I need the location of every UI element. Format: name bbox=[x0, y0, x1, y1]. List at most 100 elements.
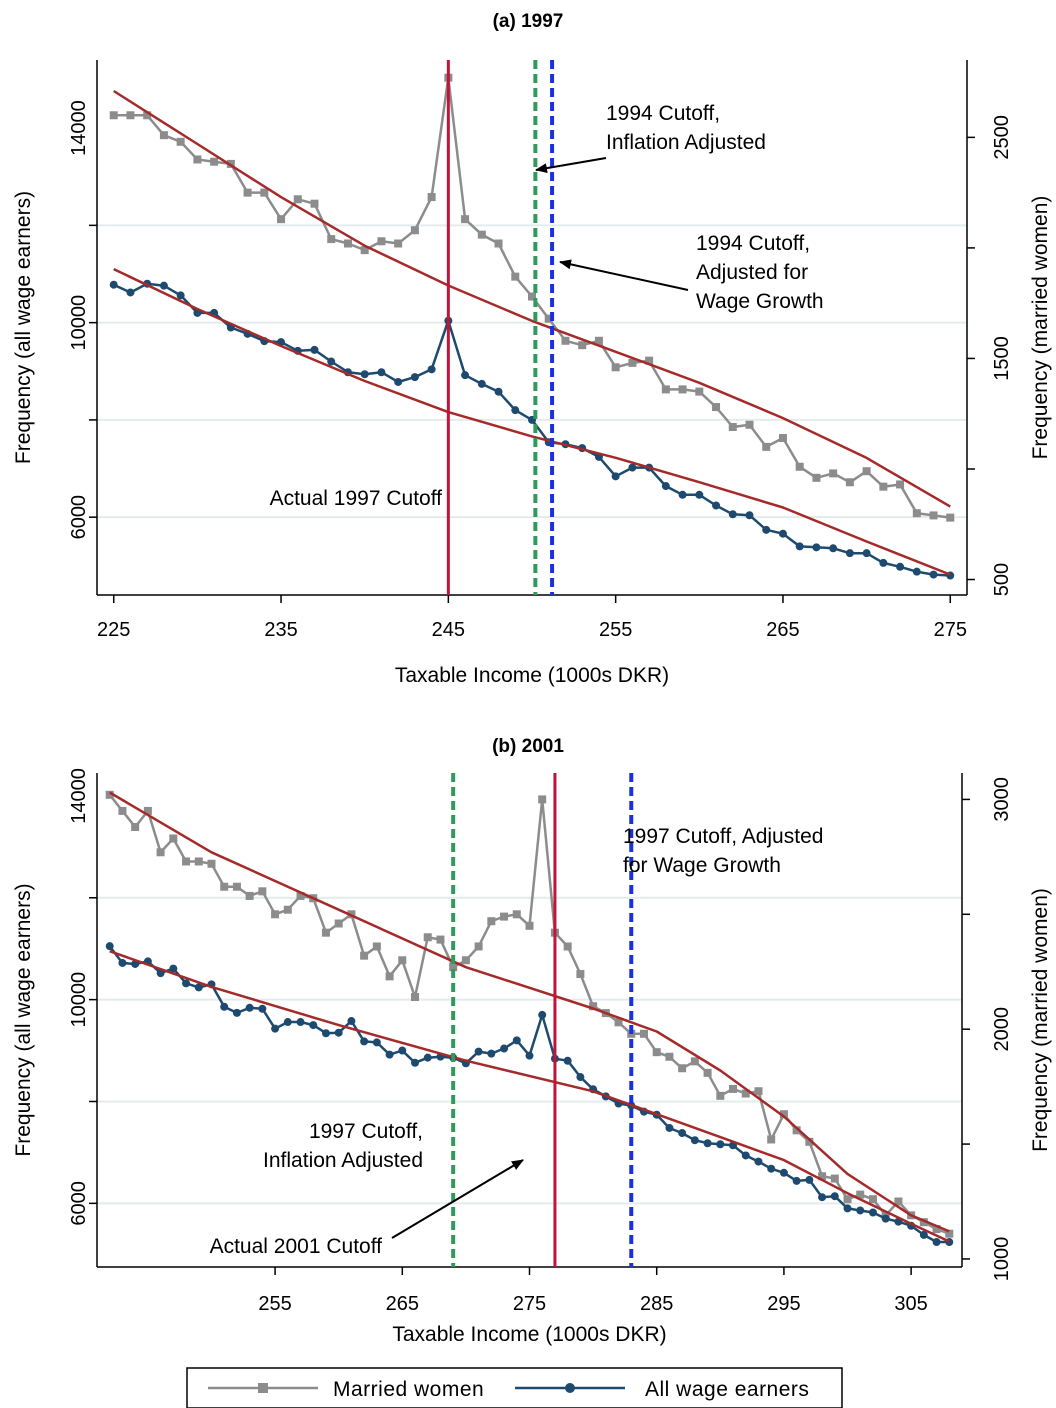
point-all-wage-earners bbox=[829, 544, 838, 553]
point-all-wage-earners bbox=[327, 357, 336, 366]
point-married-women bbox=[310, 199, 319, 208]
point-married-women bbox=[779, 1110, 788, 1119]
point-all-wage-earners bbox=[843, 1204, 852, 1213]
x-tick-label: 235 bbox=[264, 619, 297, 641]
point-all-wage-earners bbox=[929, 570, 938, 579]
point-all-wage-earners bbox=[678, 1129, 687, 1138]
x-axis-label: Taxable Income (1000s DKR) bbox=[392, 1323, 666, 1346]
point-married-women bbox=[159, 131, 168, 140]
point-all-wage-earners bbox=[525, 1051, 534, 1060]
point-married-women bbox=[795, 462, 804, 471]
x-tick-label: 225 bbox=[97, 619, 130, 641]
point-married-women bbox=[792, 1126, 801, 1135]
point-married-women bbox=[818, 1172, 827, 1181]
point-married-women bbox=[812, 473, 821, 482]
series-line-fitted-curve-left bbox=[113, 267, 951, 576]
point-married-women bbox=[360, 951, 369, 960]
point-married-women bbox=[578, 341, 587, 350]
point-married-women bbox=[410, 226, 419, 235]
point-all-wage-earners bbox=[511, 406, 520, 415]
panel-a-1997: (a) 1997 225 235 245 255 265 275 6000 10000 14000… bbox=[12, 11, 1052, 687]
x-tick-label: 265 bbox=[766, 619, 799, 641]
point-married-women bbox=[946, 513, 955, 522]
point-married-women bbox=[258, 887, 267, 896]
point-married-women bbox=[868, 1195, 877, 1204]
point-married-women bbox=[879, 482, 888, 491]
point-all-wage-earners bbox=[805, 1175, 814, 1184]
point-all-wage-earners bbox=[792, 1176, 801, 1185]
point-all-wage-earners bbox=[182, 979, 191, 988]
point-all-wage-earners bbox=[109, 280, 118, 289]
point-all-wage-earners bbox=[474, 1047, 483, 1056]
annotation-arrow bbox=[535, 157, 607, 174]
point-married-women bbox=[193, 155, 202, 164]
point-married-women bbox=[474, 942, 483, 951]
x-tick-label: 255 bbox=[599, 619, 632, 641]
point-all-wage-earners bbox=[118, 958, 127, 967]
y-left-tick-label: 6000 bbox=[68, 1181, 90, 1226]
point-married-women bbox=[894, 1197, 903, 1206]
point-all-wage-earners bbox=[665, 1123, 674, 1132]
point-married-women bbox=[845, 478, 854, 487]
point-all-wage-earners bbox=[427, 365, 436, 374]
point-married-women bbox=[805, 1137, 814, 1146]
point-married-women bbox=[283, 905, 292, 914]
point-all-wage-earners bbox=[779, 1168, 788, 1177]
point-married-women bbox=[528, 292, 536, 301]
point-married-women bbox=[639, 1029, 648, 1038]
annotation-line: Adjusted for bbox=[696, 261, 808, 284]
point-married-women bbox=[194, 857, 203, 866]
point-all-wage-earners bbox=[538, 1010, 547, 1019]
point-married-women bbox=[589, 1002, 598, 1011]
point-all-wage-earners bbox=[385, 1050, 394, 1059]
point-married-women bbox=[423, 933, 432, 942]
y-axis-label-right: Frequency (married women) bbox=[1029, 196, 1052, 460]
point-married-women bbox=[210, 157, 219, 166]
y-right-tick-label: 500 bbox=[991, 563, 1013, 596]
point-married-women bbox=[678, 1064, 687, 1073]
x-tick-label: 275 bbox=[934, 619, 967, 641]
legend: Married women All wage earners bbox=[186, 1367, 843, 1408]
annotation-line: 1994 Cutoff, bbox=[606, 102, 720, 125]
point-married-women bbox=[411, 993, 420, 1002]
point-married-women bbox=[277, 215, 286, 224]
point-all-wage-earners bbox=[347, 1017, 356, 1026]
point-married-women bbox=[477, 230, 486, 239]
point-married-women bbox=[712, 403, 721, 412]
point-married-women bbox=[919, 1218, 928, 1227]
point-all-wage-earners bbox=[812, 543, 821, 552]
point-all-wage-earners bbox=[156, 969, 165, 978]
point-married-women bbox=[436, 935, 445, 944]
point-married-women bbox=[830, 1174, 839, 1183]
point-all-wage-earners bbox=[690, 1136, 699, 1145]
point-married-women bbox=[271, 910, 280, 919]
point-all-wage-earners bbox=[741, 1151, 750, 1160]
point-all-wage-earners bbox=[169, 964, 178, 973]
point-married-women bbox=[143, 111, 152, 120]
series-line-fitted-curve-right bbox=[109, 791, 950, 1233]
chart-title: (b) 2001 bbox=[492, 736, 564, 757]
point-married-women bbox=[321, 928, 330, 937]
point-all-wage-earners bbox=[232, 1008, 241, 1017]
point-all-wage-earners bbox=[862, 549, 871, 558]
point-married-women bbox=[611, 363, 620, 372]
point-married-women bbox=[109, 111, 118, 120]
point-all-wage-earners bbox=[321, 1029, 330, 1038]
point-married-women bbox=[576, 970, 585, 979]
y-left-tick-label: 14000 bbox=[68, 768, 90, 824]
point-married-women bbox=[563, 942, 572, 951]
point-married-women bbox=[661, 385, 670, 394]
point-all-wage-earners bbox=[271, 1024, 280, 1033]
point-all-wage-earners bbox=[105, 942, 114, 951]
point-all-wage-earners bbox=[695, 490, 704, 499]
point-married-women bbox=[690, 1057, 699, 1066]
point-all-wage-earners bbox=[126, 288, 135, 297]
point-married-women bbox=[511, 272, 520, 281]
annotation-line: 1994 Cutoff, bbox=[696, 232, 810, 255]
point-all-wage-earners bbox=[576, 1073, 585, 1082]
x-axis-label: Taxable Income (1000s DKR) bbox=[395, 664, 669, 687]
point-all-wage-earners bbox=[372, 1038, 381, 1047]
point-all-wage-earners bbox=[896, 562, 905, 571]
point-married-women bbox=[645, 356, 654, 365]
